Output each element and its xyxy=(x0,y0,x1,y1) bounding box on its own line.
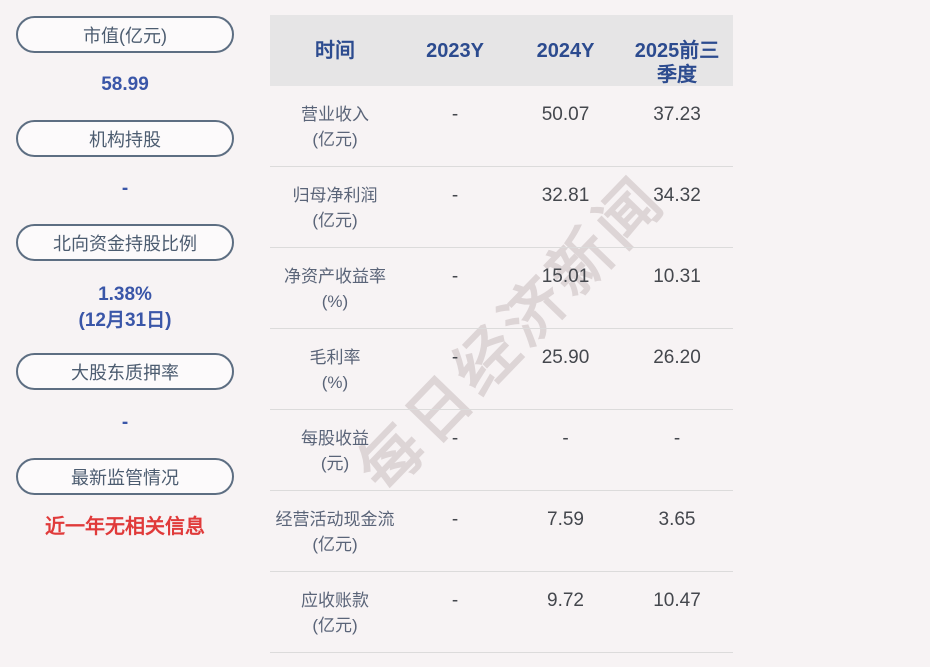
table-header-row: 时间 2023Y 2024Y 2025前三 季度 xyxy=(270,15,733,86)
table-row-revenue: 营业收入 (亿元) - 50.07 37.23 xyxy=(270,86,733,167)
row-label: 应收账款 (亿元) xyxy=(270,588,400,652)
table-row-eps: 每股收益 (元) - - - xyxy=(270,410,733,491)
cell-2025q3: 3.65 xyxy=(658,509,696,530)
table-row-accounts-receivable: 应收账款 (亿元) - 9.72 10.47 xyxy=(270,572,733,653)
cell-2024y: 25.90 xyxy=(541,347,590,368)
institutional-holding-button[interactable]: 机构持股 xyxy=(16,120,234,157)
row-label: 经营活动现金流 (亿元) xyxy=(270,507,400,571)
cell-2025q3: 37.23 xyxy=(653,104,701,125)
northbound-holding-ratio-value: 1.38% (12月31日) xyxy=(0,282,250,334)
cell-2024y: 15.01 xyxy=(541,266,590,287)
row-name: 营业收入 xyxy=(301,105,369,124)
cell-2023y: - xyxy=(451,509,459,530)
header-2024y-label: 2024Y xyxy=(536,40,595,62)
cell-2023y: - xyxy=(451,347,459,368)
row-unit: (亿元) xyxy=(312,211,358,230)
cell-2023y: - xyxy=(451,104,459,125)
major-shareholder-pledge-button[interactable]: 大股东质押率 xyxy=(16,353,234,390)
row-name: 经营活动现金流 xyxy=(275,510,395,529)
cell-2023y: - xyxy=(451,185,459,206)
cell-2024y: 32.81 xyxy=(541,185,590,206)
cell-2023y: - xyxy=(451,428,459,449)
cell-2024y: 50.07 xyxy=(541,104,590,125)
row-name: 归母净利润 xyxy=(292,186,378,205)
market-cap-value: 58.99 xyxy=(101,74,149,95)
cell-2025q3: - xyxy=(673,428,681,449)
header-2023y: 2023Y xyxy=(400,15,510,87)
northbound-ratio-date: (12月31日) xyxy=(78,310,172,331)
institutional-holding-value: - xyxy=(121,178,129,199)
cell-2023y: - xyxy=(451,266,459,287)
major-shareholder-pledge-value: - xyxy=(121,412,129,433)
row-unit: (亿元) xyxy=(312,130,358,149)
header-2025q3: 2025前三 季度 xyxy=(621,15,733,87)
header-time-label: 时间 xyxy=(315,40,355,62)
row-name: 毛利率 xyxy=(309,348,361,367)
row-name: 应收账款 xyxy=(301,591,369,610)
row-name: 每股收益 xyxy=(301,429,369,448)
row-name: 净资产收益率 xyxy=(284,267,386,286)
table-row-gross-margin: 毛利率 (%) - 25.90 26.20 xyxy=(270,329,733,410)
header-2025q3-line1: 2025前三 xyxy=(634,40,720,62)
row-label: 净资产收益率 (%) xyxy=(270,264,400,328)
row-unit: (%) xyxy=(321,373,349,392)
header-time: 时间 xyxy=(270,15,400,87)
row-unit: (元) xyxy=(320,454,350,473)
cell-2024y: 7.59 xyxy=(547,509,584,530)
row-label: 归母净利润 (亿元) xyxy=(270,183,400,247)
row-label: 营业收入 (亿元) xyxy=(270,102,400,166)
cell-2025q3: 34.32 xyxy=(653,185,701,206)
row-unit: (%) xyxy=(321,292,349,311)
financials-table: 时间 2023Y 2024Y 2025前三 季度 营业收入 (亿元) - 50.… xyxy=(270,15,733,653)
northbound-ratio-percent: 1.38% xyxy=(98,284,152,305)
header-2023y-label: 2023Y xyxy=(426,40,484,62)
cell-2023y: - xyxy=(451,590,459,611)
header-2024y: 2024Y xyxy=(510,15,621,87)
row-unit: (亿元) xyxy=(312,535,358,554)
northbound-holding-ratio-button[interactable]: 北向资金持股比例 xyxy=(16,224,234,261)
latest-regulation-value: 近一年无相关信息 xyxy=(45,516,205,538)
market-cap-button[interactable]: 市值(亿元) xyxy=(16,16,234,53)
table-row-operating-cashflow: 经营活动现金流 (亿元) - 7.59 3.65 xyxy=(270,491,733,572)
table-row-net-profit: 归母净利润 (亿元) - 32.81 34.32 xyxy=(270,167,733,248)
row-label: 每股收益 (元) xyxy=(270,426,400,490)
row-unit: (亿元) xyxy=(312,616,358,635)
table-row-roe: 净资产收益率 (%) - 15.01 10.31 xyxy=(270,248,733,329)
latest-regulation-button[interactable]: 最新监管情况 xyxy=(16,458,234,495)
cell-2025q3: 26.20 xyxy=(653,347,701,368)
sidebar: 市值(亿元) 58.99 机构持股 - 北向资金持股比例 1.38% (12月3… xyxy=(0,0,250,667)
row-label: 毛利率 (%) xyxy=(270,345,400,409)
cell-2024y: 9.72 xyxy=(547,590,584,611)
header-2025q3-line2: 季度 xyxy=(657,64,697,86)
cell-2025q3: 10.47 xyxy=(653,590,701,611)
cell-2024y: - xyxy=(562,428,569,449)
cell-2025q3: 10.31 xyxy=(653,266,701,287)
